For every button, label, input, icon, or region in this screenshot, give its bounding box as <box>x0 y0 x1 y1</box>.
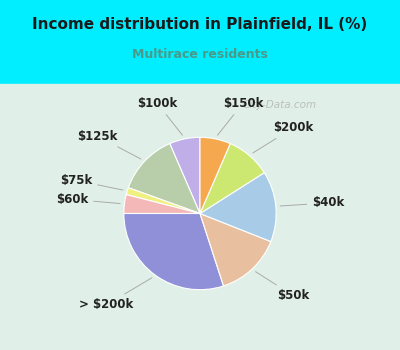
Text: $100k: $100k <box>137 97 182 135</box>
Text: $60k: $60k <box>56 193 120 206</box>
Text: > $200k: > $200k <box>80 278 152 311</box>
Text: Income distribution in Plainfield, IL (%): Income distribution in Plainfield, IL (%… <box>32 17 368 32</box>
Wedge shape <box>124 195 200 214</box>
Text: Multirace residents: Multirace residents <box>132 48 268 61</box>
Text: City-Data.com: City-Data.com <box>243 100 317 110</box>
Wedge shape <box>126 188 200 214</box>
Text: $40k: $40k <box>280 196 344 209</box>
Wedge shape <box>200 214 271 286</box>
Text: $75k: $75k <box>60 174 123 190</box>
Text: $125k: $125k <box>78 130 141 159</box>
Wedge shape <box>128 144 200 214</box>
Wedge shape <box>200 173 276 242</box>
Bar <box>0 84 400 350</box>
Wedge shape <box>200 137 230 214</box>
Wedge shape <box>170 137 200 214</box>
Wedge shape <box>124 214 224 290</box>
Text: $50k: $50k <box>256 272 310 302</box>
Text: $200k: $200k <box>253 121 314 153</box>
Wedge shape <box>200 144 264 214</box>
Text: $150k: $150k <box>218 97 263 135</box>
